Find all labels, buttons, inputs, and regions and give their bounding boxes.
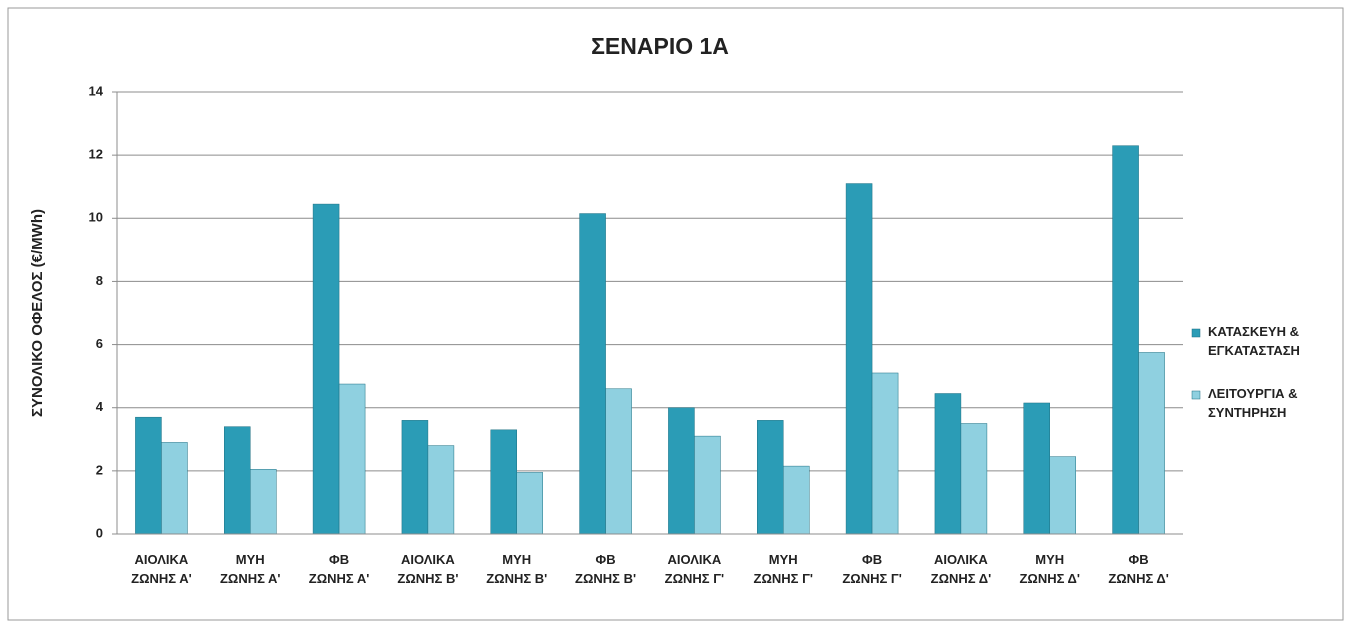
x-tick-label: ΦΒ ΖΩΝΗΣ Γ' bbox=[842, 552, 901, 586]
x-tick-label: ΑΙΟΛΙΚΑ ΖΩΝΗΣ Β' bbox=[397, 552, 458, 586]
bar bbox=[605, 388, 632, 535]
x-tick-label: ΜΥΗ ΖΩΝΗΣ Α' bbox=[220, 552, 281, 586]
bar bbox=[1138, 352, 1165, 535]
y-axis-title: ΣΥΝΟΛΙΚΟ ΟΦΕΛΟΣ (€/MWh) bbox=[29, 209, 46, 417]
x-tick-label: ΑΙΟΛΙΚΑ ΖΩΝΗΣ Δ' bbox=[931, 552, 992, 586]
bar bbox=[1023, 402, 1050, 535]
y-tick-label: 6 bbox=[96, 336, 103, 351]
bar bbox=[516, 472, 543, 535]
x-tick-label: ΦΒ ΖΩΝΗΣ Α' bbox=[309, 552, 370, 586]
bar bbox=[694, 435, 721, 535]
y-tick-label: 10 bbox=[89, 210, 103, 225]
bar bbox=[161, 442, 188, 535]
bar bbox=[668, 407, 695, 535]
y-tick-label: 2 bbox=[96, 462, 103, 477]
legend-swatch bbox=[1191, 390, 1201, 400]
legend-label: ΛΕΙΤΟΥΡΓΙΑ & ΣΥΝΤΗΡΗΣΗ bbox=[1208, 386, 1298, 420]
bar bbox=[490, 429, 517, 535]
y-tick-label: 12 bbox=[89, 147, 103, 162]
bar bbox=[1112, 145, 1139, 535]
y-tick-label: 0 bbox=[96, 525, 103, 540]
bar bbox=[224, 426, 251, 535]
x-tick-label: ΑΙΟΛΙΚΑ ΖΩΝΗΣ Γ' bbox=[665, 552, 724, 586]
bar bbox=[845, 183, 873, 535]
x-tick-label: ΜΥΗ ΖΩΝΗΣ Β' bbox=[486, 552, 547, 586]
bar bbox=[579, 213, 606, 535]
legend-swatch bbox=[1191, 328, 1201, 338]
bar bbox=[1049, 456, 1076, 535]
bar bbox=[871, 372, 899, 535]
y-tick-label: 4 bbox=[96, 399, 104, 414]
y-tick-label: 14 bbox=[89, 83, 104, 98]
y-tick-label: 8 bbox=[96, 273, 103, 288]
legend-label: ΚΑΤΑΣΚΕΥΗ & ΕΓΚΑΤΑΣΤΑΣΗ bbox=[1208, 324, 1300, 358]
bar bbox=[250, 469, 277, 535]
bar bbox=[401, 420, 429, 535]
bar bbox=[338, 383, 366, 535]
x-tick-label: ΜΥΗ ΖΩΝΗΣ Δ' bbox=[1019, 552, 1080, 586]
bar bbox=[312, 203, 340, 535]
bar bbox=[427, 445, 455, 535]
x-tick-label: ΦΒ ΖΩΝΗΣ Β' bbox=[575, 552, 636, 586]
x-tick-label: ΦΒ ΖΩΝΗΣ Δ' bbox=[1108, 552, 1169, 586]
x-tick-label: ΜΥΗ ΖΩΝΗΣ Γ' bbox=[754, 552, 813, 586]
bar bbox=[960, 423, 988, 535]
bar bbox=[757, 420, 784, 535]
bar bbox=[135, 416, 162, 535]
bar bbox=[934, 393, 962, 535]
chart-title: ΣΕΝΑΡΙΟ 1Α bbox=[591, 33, 729, 59]
x-tick-label: ΑΙΟΛΙΚΑ ΖΩΝΗΣ Α' bbox=[131, 552, 192, 586]
bar bbox=[783, 465, 810, 535]
